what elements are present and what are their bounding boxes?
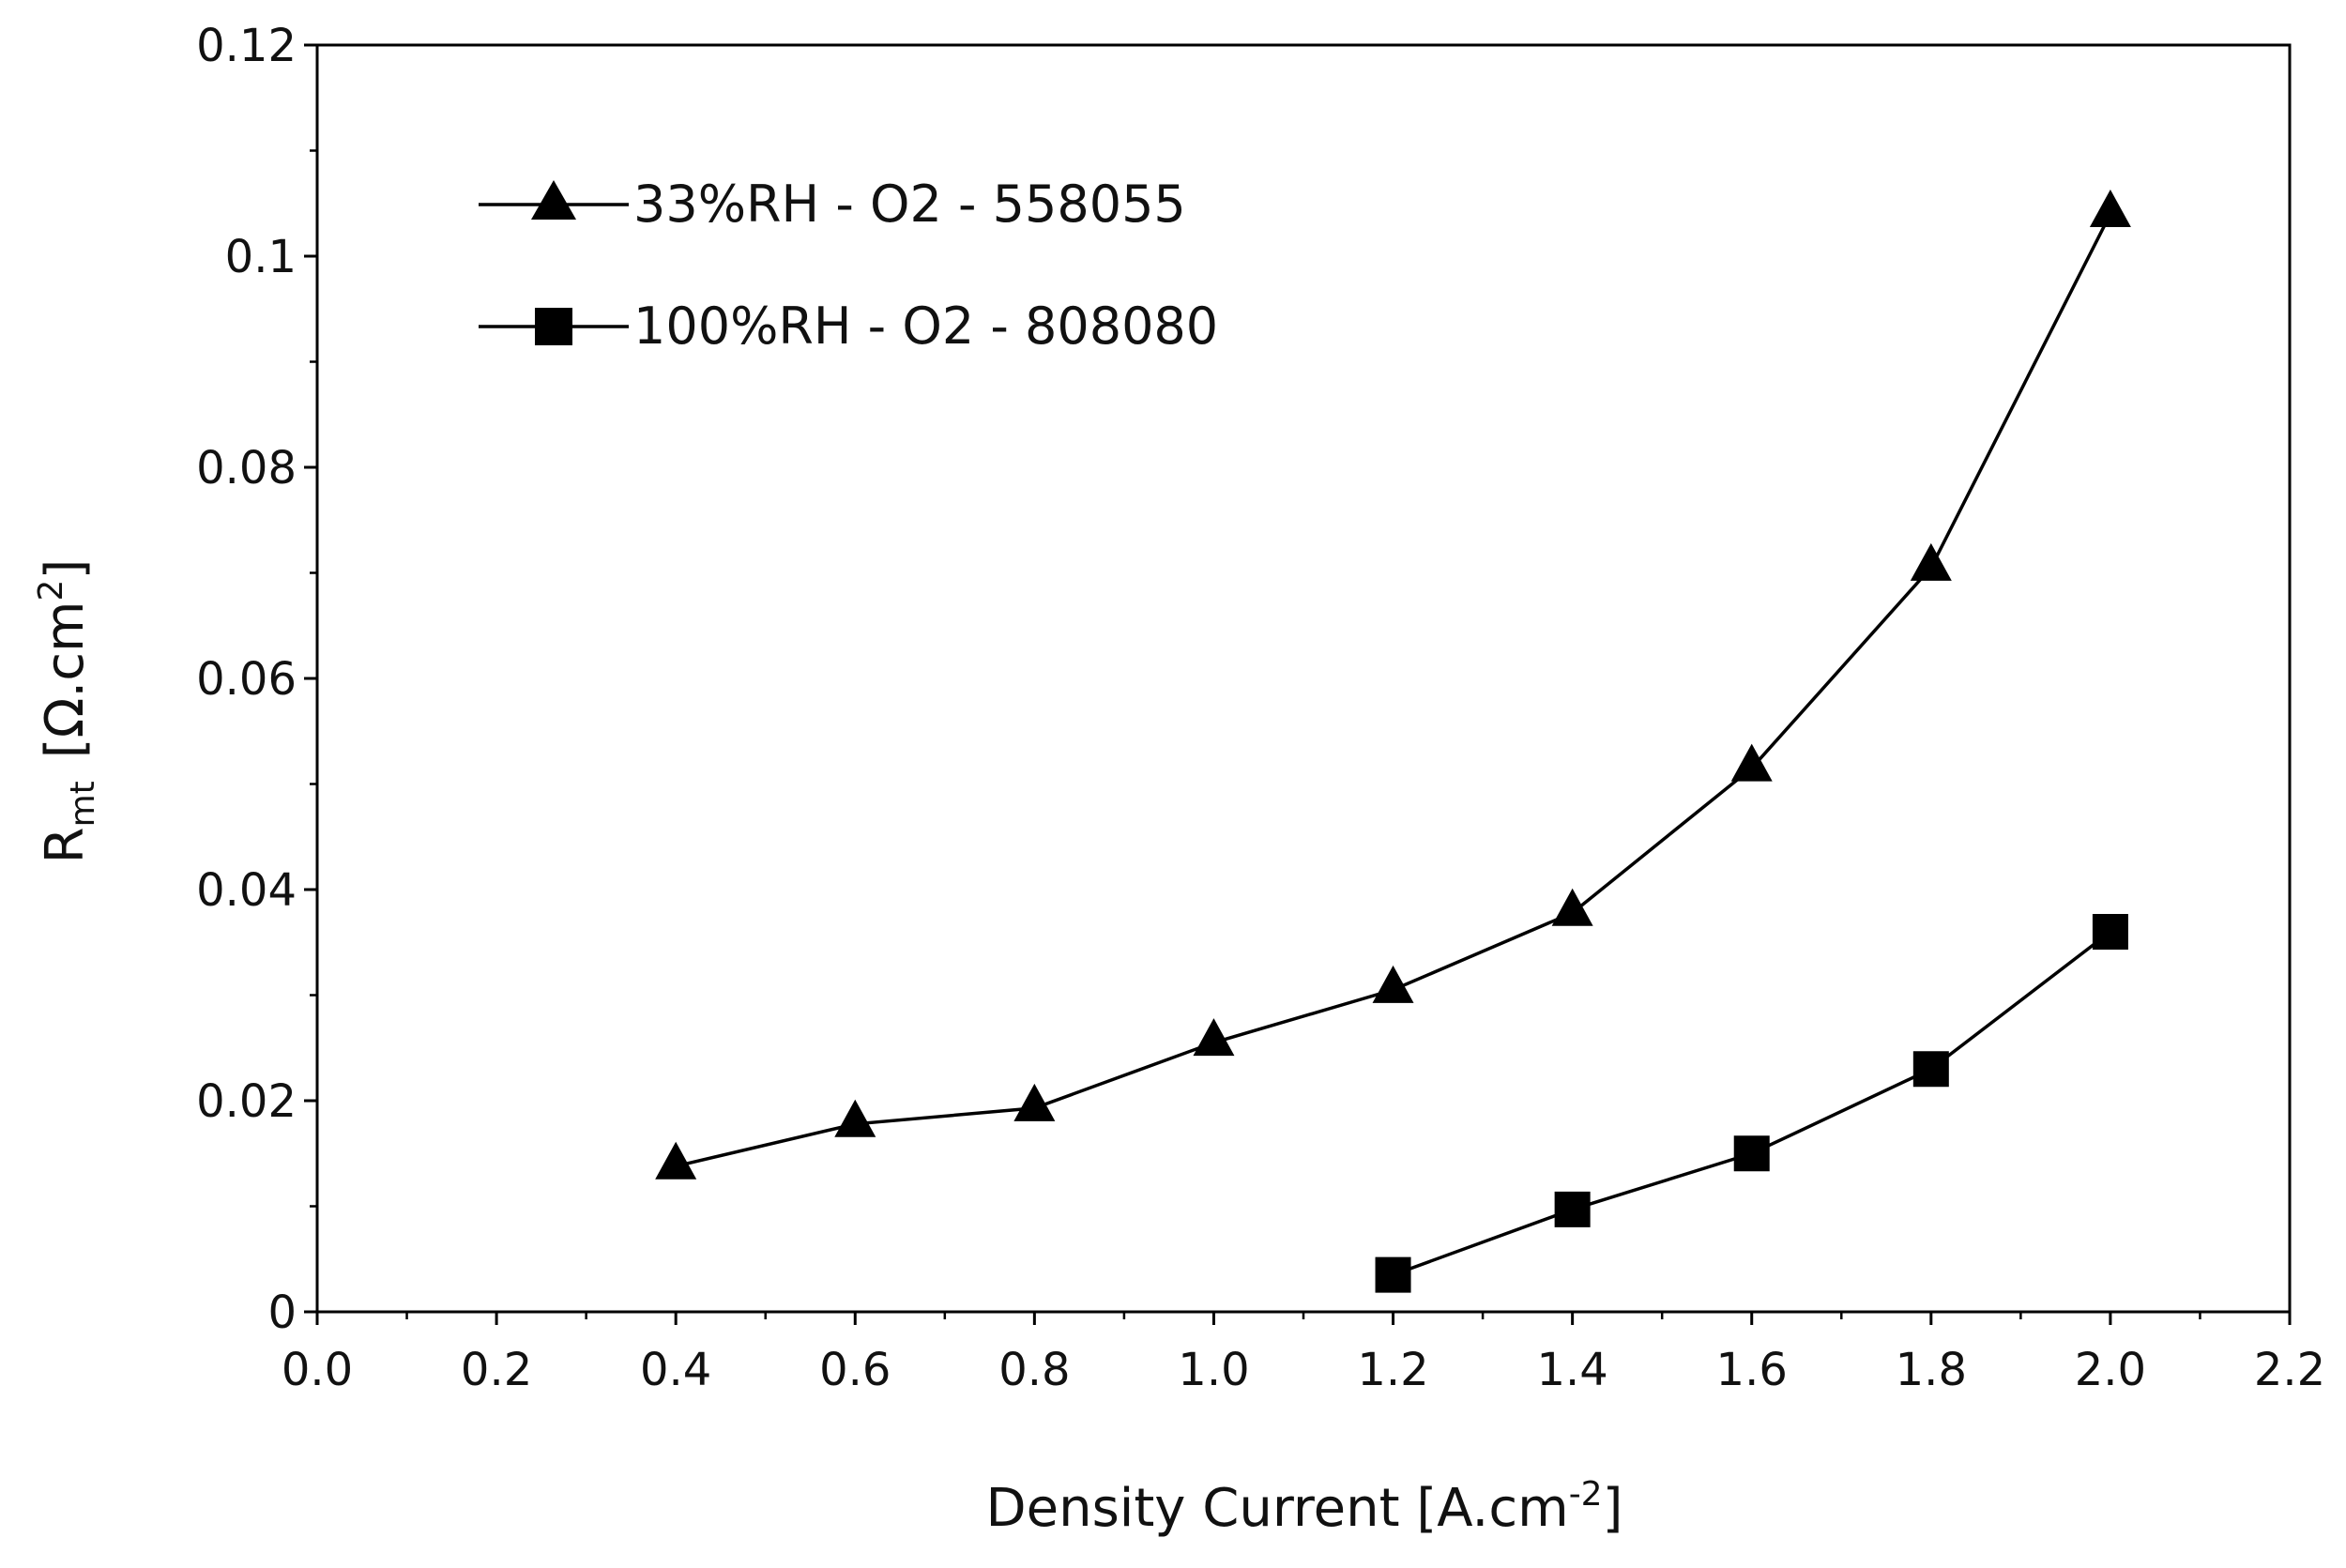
x-axis-title-main: Density Current [A.cm — [986, 1478, 1569, 1539]
y-axis-title-exponent: 2 — [32, 580, 70, 601]
legend: 33%RH - O2 - 558055 100%RH - O2 - 808080 — [479, 175, 1218, 356]
data-point-triangle — [1910, 542, 1952, 581]
y-axis-title: Rmt [Ω.cm2] — [32, 559, 102, 864]
data-point-square — [1554, 1191, 1591, 1227]
series-33rh — [655, 190, 2131, 1180]
data-point-triangle — [2089, 190, 2131, 227]
data-point-square — [2092, 914, 2128, 950]
x-tick-label: 1.4 — [1536, 1344, 1607, 1396]
data-point-triangle — [1551, 888, 1593, 926]
data-point-triangle — [834, 1099, 876, 1137]
x-tick-label: 1.6 — [1716, 1344, 1788, 1396]
y-axis-title-tail: ] — [35, 559, 96, 580]
x-tick-label: 0.6 — [819, 1344, 891, 1396]
data-point-triangle — [655, 1141, 697, 1180]
data-point-square — [1375, 1256, 1411, 1293]
legend-label-100rh: 100%RH - O2 - 808080 — [633, 297, 1218, 356]
data-point-square — [1912, 1051, 1949, 1088]
y-axis-title-subscript: mt — [64, 781, 102, 827]
x-axis-title-exponent: -2 — [1569, 1475, 1603, 1514]
y-axis-title-unit: [Ω.cm — [35, 601, 96, 758]
data-point-square — [1733, 1135, 1770, 1172]
legend-item-100rh: 100%RH - O2 - 808080 — [479, 297, 1218, 356]
y-tick-label: 0.06 — [196, 653, 297, 706]
y-tick-label: 0.02 — [196, 1075, 297, 1128]
x-tick-label: 2.0 — [2075, 1344, 2146, 1396]
legend-marker-triangle — [531, 180, 576, 220]
x-axis-title: Density Current [A.cm-2] — [986, 1475, 1623, 1539]
y-tick-label: 0.12 — [196, 20, 297, 72]
x-axis-title-tail: ] — [1603, 1478, 1623, 1539]
data-point-triangle — [1013, 1083, 1056, 1121]
data-point-triangle — [1372, 965, 1414, 1003]
data-point-triangle — [1730, 743, 1773, 782]
y-axis-title-symbol: R — [35, 827, 96, 863]
x-axis-ticks: 0.0 0.2 0.4 0.6 0.8 1.0 1.2 1.4 1.6 1.8 2.0 2.2 — [282, 1312, 2325, 1396]
y-tick-label: 0.08 — [196, 442, 297, 495]
legend-label-33rh: 33%RH - O2 - 558055 — [633, 175, 1186, 234]
legend-item-33rh: 33%RH - O2 - 558055 — [479, 175, 1186, 234]
data-point-triangle — [1193, 1018, 1235, 1057]
y-axis-ticks: 0 0.02 0.04 0.06 0.08 0.1 0.12 — [196, 20, 317, 1339]
x-tick-label: 2.2 — [2254, 1344, 2325, 1396]
y-tick-label: 0 — [267, 1286, 297, 1339]
x-tick-label: 0.8 — [998, 1344, 1070, 1396]
series-100rh — [1375, 914, 2128, 1293]
x-tick-label: 1.2 — [1357, 1344, 1428, 1396]
x-tick-label: 1.0 — [1178, 1344, 1249, 1396]
legend-marker-square — [535, 308, 572, 345]
x-tick-label: 0.2 — [461, 1344, 532, 1396]
x-tick-label: 0.0 — [282, 1344, 353, 1396]
x-tick-label: 1.8 — [1896, 1344, 1967, 1396]
x-tick-label: 0.4 — [640, 1344, 711, 1396]
y-tick-label: 0.1 — [225, 231, 297, 283]
series-layer — [655, 190, 2131, 1293]
y-tick-label: 0.04 — [196, 864, 297, 917]
